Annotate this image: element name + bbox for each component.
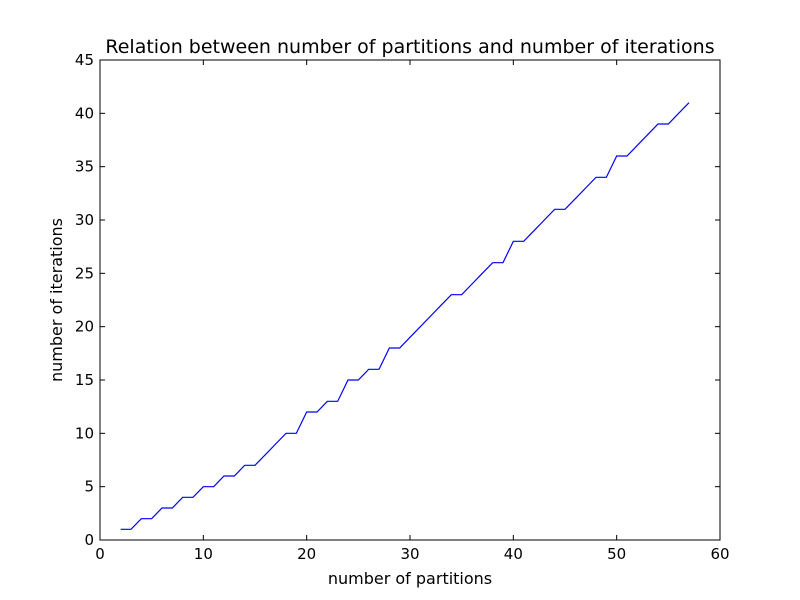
y-tick-label: 35: [75, 158, 94, 176]
x-tick-label: 0: [95, 545, 105, 563]
x-tick-labels: 0 10 20 30 40 50 60: [95, 545, 729, 563]
y-tick-label: 0: [84, 531, 94, 549]
x-tick-label: 20: [297, 545, 316, 563]
y-tick-label: 20: [75, 318, 94, 336]
y-axis-label: number of iterations: [47, 218, 66, 382]
y-tick-label: 30: [75, 211, 94, 229]
x-tick-label: 30: [400, 545, 419, 563]
x-tick-label: 10: [194, 545, 213, 563]
y-tick-labels: 0 5 10 15 20 25 30 35 40 45: [75, 51, 94, 549]
x-axis-label: number of partitions: [328, 569, 492, 588]
chart-title: Relation between number of partitions an…: [105, 36, 714, 58]
y-tick-label: 45: [75, 51, 94, 69]
y-tick-label: 10: [75, 424, 94, 442]
y-tick-label: 40: [75, 104, 94, 122]
y-tick-label: 5: [84, 478, 94, 496]
x-tick-label: 40: [504, 545, 523, 563]
y-tick-label: 15: [75, 371, 94, 389]
y-tick-label: 25: [75, 264, 94, 282]
x-tick-label: 60: [710, 545, 729, 563]
axis-ticks: [99, 59, 721, 541]
series-line: [120, 102, 690, 530]
x-tick-label: 50: [607, 545, 626, 563]
